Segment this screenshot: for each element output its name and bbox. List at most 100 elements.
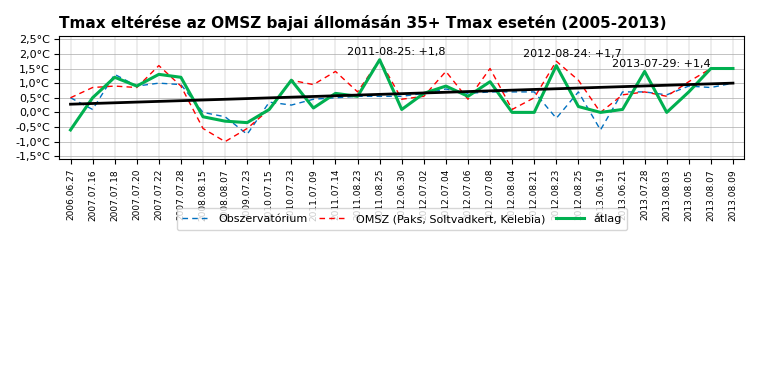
OMSZ (Paks, Soltvadkert, Kelebia): [707, 66, 716, 71]
Text: 2012-08-24: +1,7: 2012-08-24: +1,7: [523, 49, 622, 59]
OMSZ (Paks, Soltvadkert, Kelebia): [685, 79, 694, 84]
átlag: [486, 79, 495, 84]
átlag: [508, 110, 517, 115]
OMSZ (Paks, Soltvadkert, Kelebia): [662, 94, 671, 99]
Obszervatórium: [66, 96, 75, 100]
Obszervatórium: [287, 103, 296, 107]
átlag: [618, 107, 627, 112]
átlag: [574, 104, 583, 109]
OMSZ (Paks, Soltvadkert, Kelebia): [552, 59, 561, 64]
OMSZ (Paks, Soltvadkert, Kelebia): [486, 66, 495, 71]
átlag: [375, 58, 384, 62]
Obszervatórium: [243, 132, 252, 137]
átlag: [110, 75, 119, 80]
Obszervatórium: [375, 94, 384, 99]
OMSZ (Paks, Soltvadkert, Kelebia): [265, 107, 274, 112]
Obszervatórium: [685, 84, 694, 88]
Obszervatórium: [265, 100, 274, 104]
OMSZ (Paks, Soltvadkert, Kelebia): [464, 97, 473, 101]
OMSZ (Paks, Soltvadkert, Kelebia): [441, 69, 450, 74]
átlag: [154, 72, 163, 77]
átlag: [640, 69, 649, 74]
Obszervatórium: [441, 87, 450, 91]
Obszervatórium: [331, 96, 340, 100]
OMSZ (Paks, Soltvadkert, Kelebia): [66, 96, 75, 100]
OMSZ (Paks, Soltvadkert, Kelebia): [729, 66, 738, 71]
OMSZ (Paks, Soltvadkert, Kelebia): [88, 85, 97, 90]
OMSZ (Paks, Soltvadkert, Kelebia): [154, 63, 163, 68]
Obszervatórium: [662, 93, 671, 97]
Obszervatórium: [508, 90, 517, 94]
Text: 2011-08-25: +1,8: 2011-08-25: +1,8: [347, 47, 445, 58]
Obszervatórium: [198, 110, 207, 115]
átlag: [198, 114, 207, 119]
Obszervatórium: [397, 94, 406, 99]
átlag: [88, 96, 97, 100]
Obszervatórium: [353, 94, 362, 99]
OMSZ (Paks, Soltvadkert, Kelebia): [397, 97, 406, 101]
Obszervatórium: [221, 114, 230, 119]
átlag: [331, 91, 340, 96]
Obszervatórium: [88, 107, 97, 112]
Obszervatórium: [530, 90, 539, 94]
OMSZ (Paks, Soltvadkert, Kelebia): [375, 58, 384, 62]
Obszervatórium: [574, 90, 583, 94]
OMSZ (Paks, Soltvadkert, Kelebia): [331, 69, 340, 74]
átlag: [552, 63, 561, 68]
Text: Tmax eltérése az OMSZ bajai állomásán 35+ Tmax esetén (2005-2013): Tmax eltérése az OMSZ bajai állomásán 35…: [59, 15, 667, 31]
Obszervatórium: [132, 84, 141, 88]
átlag: [441, 84, 450, 88]
Text: 2013-07-29: +1,4: 2013-07-29: +1,4: [612, 59, 710, 69]
OMSZ (Paks, Soltvadkert, Kelebia): [508, 107, 517, 112]
OMSZ (Paks, Soltvadkert, Kelebia): [309, 82, 318, 87]
OMSZ (Paks, Soltvadkert, Kelebia): [132, 85, 141, 90]
OMSZ (Paks, Soltvadkert, Kelebia): [353, 90, 362, 94]
átlag: [287, 78, 296, 83]
OMSZ (Paks, Soltvadkert, Kelebia): [243, 126, 252, 131]
átlag: [176, 75, 185, 80]
Legend: Obszervatórium, OMSZ (Paks, Soltvadkert, Kelebia), átlag: Obszervatórium, OMSZ (Paks, Soltvadkert,…: [177, 208, 627, 230]
Obszervatórium: [486, 90, 495, 94]
átlag: [530, 110, 539, 115]
Line: OMSZ (Paks, Soltvadkert, Kelebia): OMSZ (Paks, Soltvadkert, Kelebia): [71, 60, 733, 142]
átlag: [132, 84, 141, 88]
átlag: [221, 119, 230, 123]
OMSZ (Paks, Soltvadkert, Kelebia): [287, 78, 296, 83]
Obszervatórium: [309, 97, 318, 101]
OMSZ (Paks, Soltvadkert, Kelebia): [221, 139, 230, 144]
átlag: [419, 91, 428, 96]
OMSZ (Paks, Soltvadkert, Kelebia): [419, 94, 428, 99]
Obszervatórium: [729, 81, 738, 85]
átlag: [729, 66, 738, 71]
Obszervatórium: [176, 82, 185, 87]
átlag: [596, 110, 605, 115]
átlag: [265, 107, 274, 112]
Obszervatórium: [596, 128, 605, 132]
átlag: [662, 110, 671, 115]
OMSZ (Paks, Soltvadkert, Kelebia): [596, 110, 605, 115]
átlag: [397, 107, 406, 112]
OMSZ (Paks, Soltvadkert, Kelebia): [176, 84, 185, 88]
OMSZ (Paks, Soltvadkert, Kelebia): [574, 78, 583, 83]
Obszervatórium: [154, 81, 163, 85]
átlag: [464, 94, 473, 99]
OMSZ (Paks, Soltvadkert, Kelebia): [198, 126, 207, 131]
OMSZ (Paks, Soltvadkert, Kelebia): [640, 90, 649, 94]
átlag: [309, 106, 318, 110]
átlag: [707, 66, 716, 71]
Obszervatórium: [640, 90, 649, 94]
Obszervatórium: [110, 72, 119, 77]
Line: átlag: átlag: [71, 60, 733, 130]
Obszervatórium: [419, 91, 428, 96]
átlag: [66, 128, 75, 132]
Obszervatórium: [618, 90, 627, 94]
OMSZ (Paks, Soltvadkert, Kelebia): [530, 96, 539, 100]
OMSZ (Paks, Soltvadkert, Kelebia): [110, 84, 119, 88]
Obszervatórium: [464, 91, 473, 96]
OMSZ (Paks, Soltvadkert, Kelebia): [618, 93, 627, 97]
átlag: [353, 94, 362, 99]
Obszervatórium: [707, 85, 716, 90]
átlag: [243, 120, 252, 125]
átlag: [685, 90, 694, 94]
Obszervatórium: [552, 116, 561, 120]
